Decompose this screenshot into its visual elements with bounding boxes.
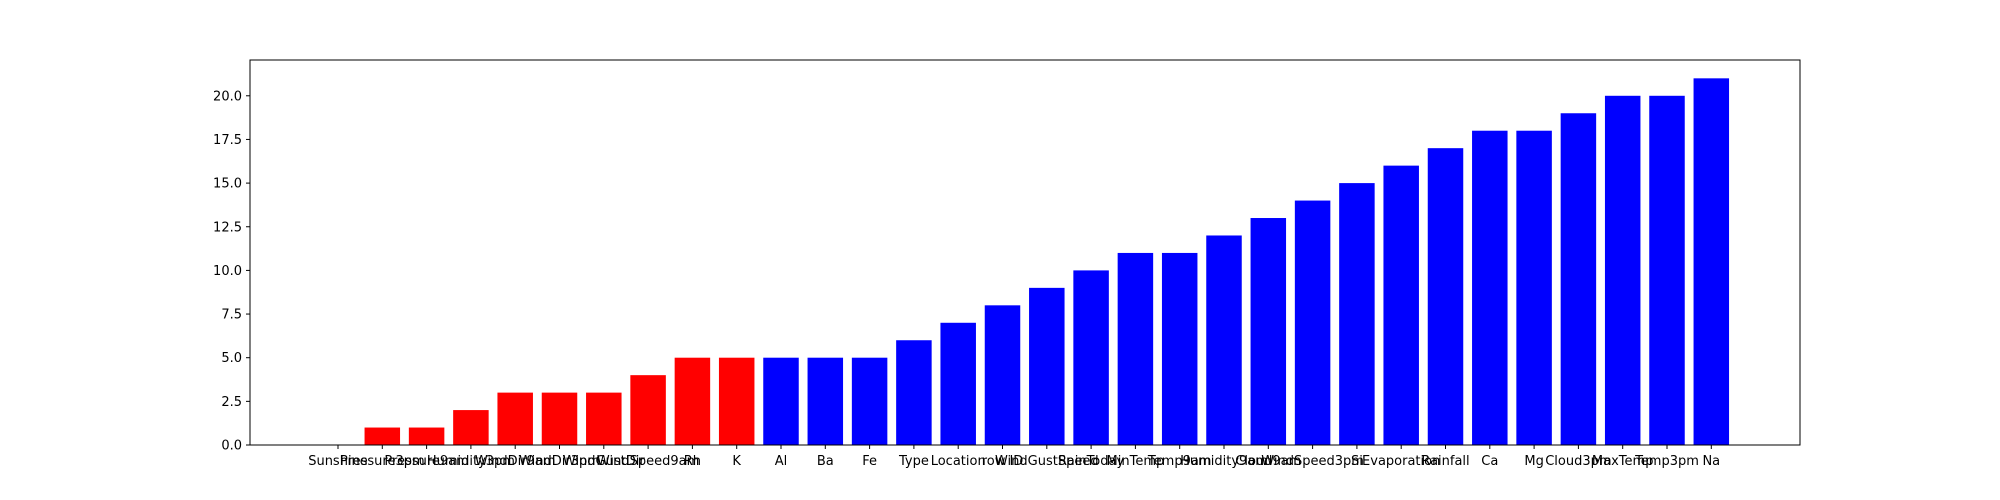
x-tick-label: Rh bbox=[684, 454, 701, 469]
bar bbox=[541, 392, 578, 445]
x-tick-label: Na bbox=[1702, 454, 1720, 469]
x-tick-label: Ca bbox=[1481, 454, 1498, 469]
x-tick-label: Mg bbox=[1524, 454, 1543, 469]
x-tick-label: Evaporation bbox=[1362, 454, 1440, 469]
x-tick-label: WindDir9am bbox=[475, 454, 556, 469]
bar bbox=[497, 392, 533, 445]
bar bbox=[630, 375, 666, 445]
bar bbox=[364, 427, 401, 445]
bar bbox=[1250, 218, 1287, 445]
bar bbox=[1294, 200, 1331, 445]
bars-group bbox=[364, 78, 1730, 446]
x-tick-label: Type bbox=[898, 454, 929, 469]
x-tick-label: Rainfall bbox=[1421, 454, 1469, 469]
x-tick-label: Cloud3pm bbox=[1545, 454, 1611, 469]
bar bbox=[1560, 113, 1597, 445]
bar bbox=[1206, 235, 1242, 445]
y-axis: 0.0 2.5 5.0 7.5 10.0 12.5 15.0 17.5 20.0 bbox=[213, 89, 250, 454]
x-tick-label: MinTemp bbox=[1107, 454, 1165, 469]
bar bbox=[1516, 130, 1552, 445]
y-tick-label: 2.5 bbox=[221, 395, 242, 410]
bar bbox=[1339, 183, 1375, 445]
bar bbox=[763, 357, 799, 445]
bar bbox=[1073, 270, 1109, 445]
x-tick-label: Temp9am bbox=[1147, 454, 1212, 469]
bar bbox=[1649, 95, 1685, 445]
bar bbox=[807, 357, 844, 445]
x-tick-label: RainToday bbox=[1058, 454, 1124, 469]
x-tick-label: row ID bbox=[982, 454, 1024, 469]
bar bbox=[1383, 165, 1419, 445]
y-tick-label: 12.5 bbox=[213, 220, 242, 235]
bar bbox=[1472, 130, 1508, 445]
bar bbox=[408, 427, 445, 445]
x-tick-label: WindGustSpeed bbox=[995, 454, 1099, 469]
bar bbox=[674, 357, 711, 445]
bar bbox=[1693, 78, 1730, 445]
bar bbox=[1427, 148, 1464, 446]
x-tick-label: Cloud9am bbox=[1235, 454, 1301, 469]
x-tick-label: Location bbox=[931, 454, 986, 469]
y-tick-label: 5.0 bbox=[221, 351, 242, 366]
x-tick-label: Sunshine bbox=[308, 454, 368, 469]
x-tick-label: K bbox=[732, 454, 741, 469]
y-tick-label: 7.5 bbox=[221, 308, 242, 323]
y-tick-label: 10.0 bbox=[213, 264, 242, 279]
bar bbox=[940, 322, 976, 445]
bar bbox=[718, 357, 755, 445]
y-tick-label: 20.0 bbox=[213, 89, 242, 104]
x-axis: SunshinePressure3pmPressure9amHumidity3p… bbox=[308, 445, 1720, 469]
x-tick-label: WindDir3pm bbox=[519, 454, 600, 469]
x-tick-label: Temp3pm bbox=[1634, 454, 1699, 469]
bar bbox=[453, 410, 489, 445]
x-tick-label: WindSpeed9am bbox=[597, 454, 699, 469]
bar bbox=[1029, 287, 1065, 445]
x-tick-label: Al bbox=[775, 454, 788, 469]
x-tick-label: Humidity9am bbox=[1180, 454, 1268, 469]
y-tick-label: 15.0 bbox=[213, 177, 242, 192]
x-tick-label: Ba bbox=[817, 454, 834, 469]
plot-frame bbox=[249, 59, 1801, 446]
bar bbox=[984, 305, 1021, 445]
x-tick-label: Pressure3pm bbox=[340, 454, 425, 469]
x-tick-label: MaxTemp bbox=[1592, 454, 1654, 469]
bar bbox=[896, 340, 932, 445]
y-tick-label: 17.5 bbox=[213, 133, 242, 148]
x-tick-label: Si bbox=[1351, 454, 1363, 469]
bar bbox=[586, 392, 622, 445]
x-tick-label: Pressure9am bbox=[384, 454, 468, 469]
x-tick-label: Humidity3pm bbox=[427, 454, 515, 469]
x-tick-label: WindSpeed3pm bbox=[1261, 454, 1364, 469]
bar bbox=[1117, 252, 1154, 445]
bar bbox=[851, 357, 888, 445]
bar bbox=[1161, 252, 1198, 445]
x-tick-label: Fe bbox=[862, 454, 877, 469]
bar bbox=[1604, 95, 1641, 445]
y-tick-label: 0.0 bbox=[221, 439, 242, 454]
x-tick-label: WindGustDir bbox=[563, 454, 645, 469]
